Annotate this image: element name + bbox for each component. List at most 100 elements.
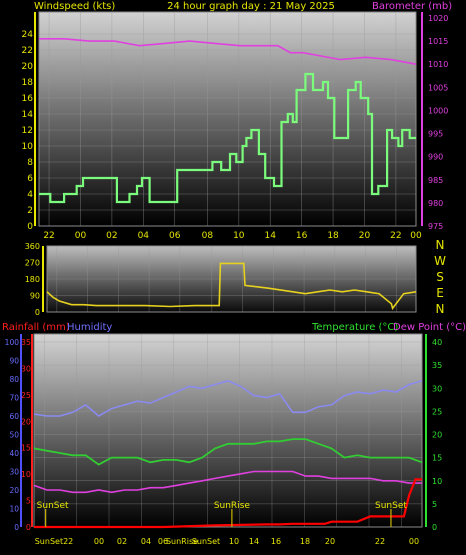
barometer-y-tick-label: 1020 bbox=[428, 14, 448, 23]
wind-y-tick-label: 0 bbox=[27, 222, 33, 232]
wind-y-tick-label: 24 bbox=[22, 30, 34, 40]
wind-y-tick-label: 14 bbox=[22, 110, 34, 120]
humidity-y-tick-label: 40 bbox=[9, 449, 19, 458]
humidity-y-tick-label: 90 bbox=[9, 357, 19, 366]
sun-event-label: SunSet bbox=[37, 501, 69, 511]
humidity-series-line bbox=[33, 380, 423, 417]
humidity-y-tick-label: 30 bbox=[9, 468, 19, 477]
climate-x-tick-label: SunSet22 bbox=[35, 537, 74, 546]
temperature-y-tick-label: 15 bbox=[432, 454, 442, 463]
wind-x-tick-label: 14 bbox=[265, 231, 277, 241]
wind-y-tick-label: 6 bbox=[27, 174, 33, 184]
sun-event-label: SunSet bbox=[375, 501, 407, 511]
wind-x-tick-label: 06 bbox=[169, 231, 181, 241]
temperature-y-tick-label: 25 bbox=[432, 407, 442, 416]
temperature-y-tick-label: 40 bbox=[432, 338, 442, 347]
dewpoint-legend: Dew Point (°C) bbox=[393, 322, 466, 333]
climate-x-tick-label: 22 bbox=[375, 537, 385, 546]
rainfall-y-tick-label: 10 bbox=[21, 470, 31, 479]
temperature-y-tick-label: 10 bbox=[432, 477, 442, 486]
wind-y-tick-label: 12 bbox=[22, 126, 33, 136]
barometer-y-tick-label: 990 bbox=[428, 153, 443, 162]
barometer-series-line bbox=[39, 37, 417, 65]
wind-x-tick-label: 00 bbox=[410, 231, 422, 241]
humidity-y-tick-label: 0 bbox=[14, 523, 19, 532]
barometer-y-tick-label: 1005 bbox=[428, 83, 448, 92]
direction-y-tick-label: 360 bbox=[25, 242, 40, 251]
barometer-axis-title: Barometer (mb) bbox=[372, 1, 452, 12]
wind-y-tick-label: 10 bbox=[22, 142, 34, 152]
climate-x-tick-label: SunSet bbox=[192, 537, 220, 546]
climate-x-tick-label: 14 bbox=[249, 537, 259, 546]
barometer-y-tick-label: 980 bbox=[428, 199, 443, 208]
wind-x-tick-label: 22 bbox=[43, 231, 54, 241]
rainfall-y-tick-label: 5 bbox=[26, 497, 31, 506]
wind-x-tick-label: 08 bbox=[202, 231, 214, 241]
climate-x-tick-label: 16 bbox=[271, 537, 281, 546]
direction-y-tick-label: 0 bbox=[35, 308, 40, 317]
rainfall-y-tick-label: 25 bbox=[21, 391, 31, 400]
humidity-y-tick-label: 70 bbox=[9, 394, 19, 403]
rainfall-y-tick-label: 35 bbox=[21, 338, 31, 347]
rainfall-y-tick-label: 15 bbox=[21, 444, 31, 453]
dewpoint-series-line bbox=[33, 470, 422, 494]
climate-x-tick-label: SunRise bbox=[166, 537, 198, 546]
direction-y-tick-label: 270 bbox=[25, 259, 40, 268]
climate-x-tick-label: 18 bbox=[300, 537, 310, 546]
wind-x-tick-label: 02 bbox=[106, 231, 117, 241]
wind-x-tick-label: 22 bbox=[390, 231, 401, 241]
compass-label: S bbox=[436, 270, 444, 284]
wind-x-tick-label: 16 bbox=[296, 231, 308, 241]
rainfall-legend: Rainfall (mm) bbox=[2, 322, 70, 333]
barometer-y-tick-label: 1010 bbox=[428, 60, 448, 69]
rainfall-series-line bbox=[34, 478, 422, 529]
sun-event-label: SunRise bbox=[214, 501, 251, 511]
temperature-y-tick-label: 0 bbox=[432, 523, 437, 532]
wind-x-tick-label: 18 bbox=[327, 231, 339, 241]
humidity-y-tick-label: 50 bbox=[9, 431, 19, 440]
barometer-y-tick-label: 1015 bbox=[428, 37, 448, 46]
rainfall-y-tick-label: 20 bbox=[21, 417, 31, 426]
wind-y-tick-label: 16 bbox=[22, 94, 34, 104]
wind-y-tick-label: 2 bbox=[27, 206, 33, 216]
wind-y-tick-label: 20 bbox=[22, 62, 34, 72]
barometer-y-tick-label: 985 bbox=[428, 176, 443, 185]
rainfall-y-tick-label: 30 bbox=[21, 364, 31, 373]
climate-x-tick-label: 00 bbox=[94, 537, 104, 546]
barometer-y-tick-label: 995 bbox=[428, 130, 443, 139]
temperature-y-tick-label: 30 bbox=[432, 384, 442, 393]
humidity-y-tick-label: 100 bbox=[5, 338, 20, 347]
humidity-y-tick-label: 80 bbox=[9, 375, 19, 384]
climate-x-tick-label: 20 bbox=[325, 537, 335, 546]
windspeed-series-line bbox=[39, 72, 416, 204]
compass-label: W bbox=[434, 254, 446, 268]
graph-title: 24 hour graph day : 21 May 2025 bbox=[167, 1, 335, 12]
climate-x-tick-label: 00 bbox=[409, 537, 419, 546]
windspeed-axis-title: Windspeed (kts) bbox=[34, 1, 115, 12]
barometer-y-tick-label: 975 bbox=[428, 222, 443, 231]
wind-y-tick-label: 22 bbox=[22, 46, 33, 56]
climate-x-tick-label: 02 bbox=[117, 537, 127, 546]
humidity-y-tick-label: 10 bbox=[9, 505, 19, 514]
temperature-y-tick-label: 20 bbox=[432, 431, 442, 440]
humidity-y-tick-label: 20 bbox=[9, 486, 19, 495]
climate-x-tick-label: 10 bbox=[229, 537, 239, 546]
wind-y-tick-label: 4 bbox=[27, 190, 33, 200]
climate-x-tick-label: 06 bbox=[158, 537, 168, 546]
direction-y-tick-label: 90 bbox=[30, 292, 40, 301]
temperature-legend: Temperature (°C) bbox=[311, 322, 398, 333]
climate-x-tick-label: 04 bbox=[141, 537, 151, 546]
wind-x-tick-label: 04 bbox=[138, 231, 150, 241]
humidity-legend: Humidity bbox=[67, 322, 112, 333]
compass-label: E bbox=[436, 286, 444, 300]
wind-x-tick-label: 10 bbox=[233, 231, 245, 241]
wind-panel bbox=[38, 11, 417, 227]
wind-y-tick-label: 8 bbox=[27, 158, 33, 168]
wind-x-tick-label: 00 bbox=[75, 231, 87, 241]
humidity-y-tick-label: 60 bbox=[9, 412, 19, 421]
compass-label: N bbox=[436, 302, 445, 316]
rainfall-y-tick-label: 0 bbox=[26, 523, 31, 532]
climate-panel bbox=[33, 333, 423, 528]
temperature-series-line bbox=[33, 438, 423, 466]
